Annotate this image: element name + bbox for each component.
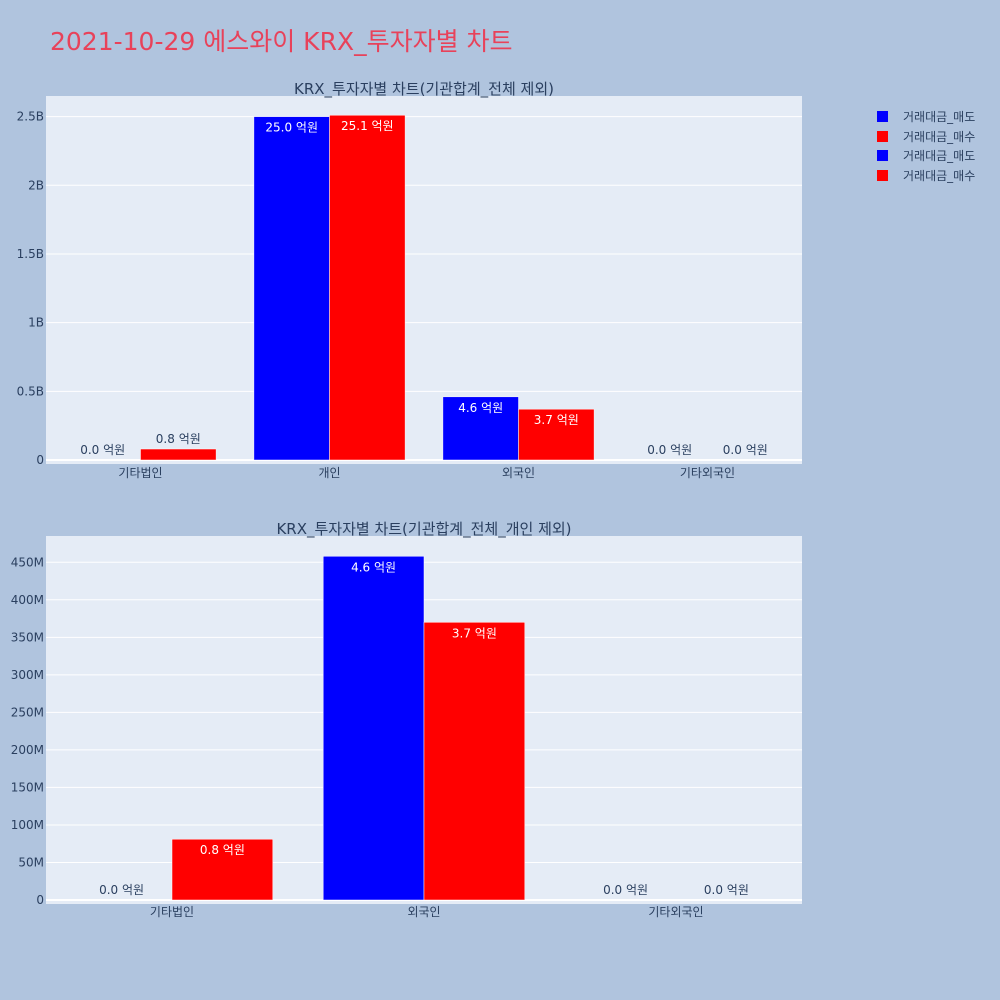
- data-label: 3.7 억원: [534, 413, 579, 427]
- x-tick-label: 개인: [318, 466, 340, 480]
- y-tick-label: 0: [36, 893, 44, 907]
- legend: 거래대금_매도 거래대금_매수 거래대금_매도 거래대금_매수: [877, 107, 975, 185]
- legend-item-buy-1[interactable]: 거래대금_매수: [877, 127, 975, 147]
- legend-swatch: [877, 130, 888, 142]
- legend-swatch: [877, 111, 888, 123]
- bar: [253, 116, 330, 461]
- data-label: 0.0 억원: [80, 443, 125, 457]
- legend-label: 거래대금_매수: [903, 168, 976, 183]
- bar: [171, 838, 274, 901]
- data-label: 0.8 억원: [156, 432, 201, 446]
- data-label: 0.0 억원: [603, 883, 648, 897]
- legend-label: 거래대금_매수: [903, 129, 976, 144]
- bar: [423, 622, 526, 901]
- bar: [329, 114, 406, 461]
- x-tick-label: 기타외국인: [680, 466, 735, 480]
- plot-area: [46, 96, 802, 464]
- x-tick-label: 기타법인: [118, 466, 162, 480]
- chart-title: KRX_투자자별 차트(기관합계_전체_개인 제외): [276, 520, 571, 539]
- legend-swatch: [877, 169, 888, 181]
- data-label: 25.0 억원: [265, 121, 318, 135]
- data-label: 0.8 억원: [200, 843, 245, 857]
- y-tick-label: 0.5B: [17, 384, 44, 398]
- y-tick-label: 400M: [11, 593, 44, 607]
- y-tick-label: 350M: [11, 630, 44, 644]
- y-tick-label: 450M: [11, 555, 44, 569]
- legend-swatch: [877, 150, 888, 162]
- y-tick-label: 200M: [11, 743, 44, 757]
- y-tick-label: 2B: [28, 178, 44, 192]
- data-label: 0.0 억원: [704, 883, 749, 897]
- chart-title: KRX_투자자별 차트(기관합계_전체 제외): [294, 80, 554, 99]
- x-tick-label: 기타법인: [150, 905, 194, 919]
- x-tick-label: 기타외국인: [648, 905, 703, 919]
- chart-1: KRX_투자자별 차트(기관합계_전체 제외) 0 0.5B 1B 1.5B 2B 2.5B…: [17, 80, 802, 480]
- legend-label: 거래대금_매도: [903, 149, 976, 164]
- x-tick-label: 외국인: [407, 905, 440, 919]
- y-tick-label: 250M: [11, 705, 44, 719]
- data-label: 25.1 억원: [341, 119, 394, 133]
- data-label: 0.0 억원: [723, 443, 768, 457]
- data-label: 4.6 억원: [351, 560, 396, 574]
- y-tick-label: 100M: [11, 818, 44, 832]
- bar: [518, 408, 595, 461]
- y-tick-label: 2.5B: [17, 110, 44, 124]
- legend-item-sell-1[interactable]: 거래대금_매도: [877, 107, 975, 127]
- data-label: 3.7 억원: [452, 626, 497, 640]
- y-tick-label: 1B: [28, 316, 44, 330]
- chart-2: KRX_투자자별 차트(기관합계_전체_개인 제외) 0 50M 100M 150M 20…: [11, 520, 802, 919]
- y-tick-label: 1.5B: [17, 247, 44, 261]
- legend-item-buy-2[interactable]: 거래대금_매수: [877, 166, 975, 186]
- y-tick-label: 0: [36, 453, 44, 467]
- data-label: 0.0 억원: [647, 443, 692, 457]
- page-title: 2021-10-29 에스와이 KRX_투자자별 차트: [50, 27, 513, 56]
- bar: [140, 448, 217, 461]
- legend-label: 거래대금_매도: [903, 110, 976, 125]
- y-tick-label: 300M: [11, 668, 44, 682]
- data-label: 4.6 억원: [458, 401, 503, 415]
- y-tick-label: 150M: [11, 780, 44, 794]
- data-label: 0.0 억원: [99, 883, 144, 897]
- bar: [322, 556, 425, 901]
- y-tick-label: 50M: [18, 855, 44, 869]
- x-tick-label: 외국인: [502, 466, 535, 480]
- legend-item-sell-2[interactable]: 거래대금_매도: [877, 146, 975, 166]
